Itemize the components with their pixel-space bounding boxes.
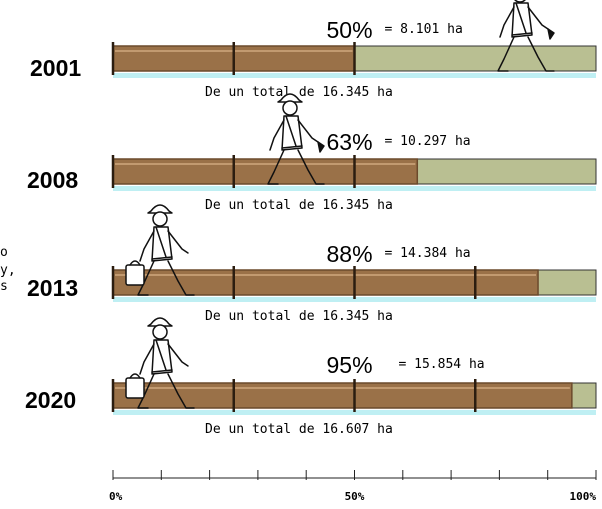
hectares-label: = 8.101 ha: [385, 22, 463, 37]
bar-underline: [113, 410, 596, 415]
year-label: 2013: [27, 275, 78, 301]
percent-label: 63%: [327, 129, 373, 155]
worker-with-bag-icon: [125, 317, 195, 409]
x-tick-label: 0%: [109, 490, 123, 503]
hectares-label: = 14.384 ha: [385, 246, 471, 261]
year-row: 2001 50% = 8.101 ha De un total de 16.345 h…: [30, 0, 597, 100]
year-label: 2001: [30, 55, 81, 81]
worker-icon: [497, 0, 555, 72]
hectares-label: = 15.854 ha: [399, 357, 485, 372]
side-fragment-1: o: [0, 245, 8, 260]
side-fragment-3: s: [0, 279, 8, 294]
x-tick-label: 100%: [570, 490, 597, 503]
side-fragment-2: y,: [0, 263, 16, 278]
year-row: 2020 95% = 15.854 ha De un total de 16.607 …: [25, 317, 597, 437]
hectares-label: = 10.297 ha: [385, 134, 471, 149]
year-row: 2008 63% = 10.297 ha De un total de 16.345 …: [27, 93, 597, 213]
worker-with-bag-icon: [125, 204, 195, 296]
percent-label: 50%: [327, 17, 373, 43]
year-label: 2008: [27, 167, 78, 193]
bar-filled: [112, 382, 573, 409]
percent-label: 88%: [327, 241, 373, 267]
total-label: De un total de 16.345 ha: [205, 198, 393, 213]
total-label: De un total de 16.607 ha: [205, 422, 393, 437]
bar-filled: [112, 158, 419, 185]
bar-underline: [113, 186, 596, 191]
x-tick-label: 50%: [345, 490, 365, 503]
clipped-side-text: o y, s: [0, 245, 16, 294]
worker-icon: [267, 93, 325, 185]
bar-underline: [113, 73, 596, 78]
total-label: De un total de 16.345 ha: [205, 309, 393, 324]
percent-label: 95%: [327, 352, 373, 378]
year-label: 2020: [25, 387, 76, 413]
x-axis: 0% 50% 100%: [109, 470, 597, 503]
year-row: 2013 88% = 14.384 ha De un total de 16.345 …: [27, 204, 597, 324]
total-label: De un total de 16.345 ha: [205, 85, 393, 100]
bar-underline: [113, 297, 596, 302]
